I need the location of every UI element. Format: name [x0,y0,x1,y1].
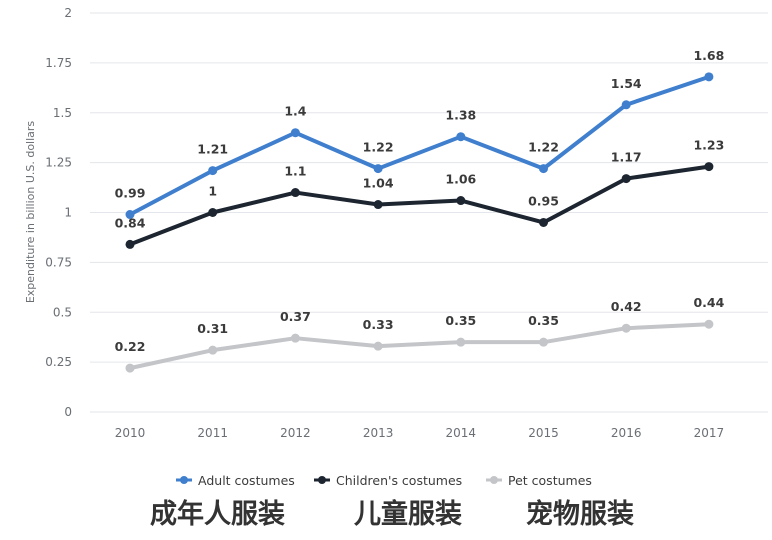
data-point-children-s-costumes [539,217,548,227]
data-point-pet-costumes [373,341,383,351]
y-axis-ticks: 0 0.25 0.5 0.75 1 1.25 1.5 1.75 2 [45,6,72,419]
data-labels: 0.99 1.21 1.4 1.22 1.38 1.22 1.54 1.68 0.84 1 1.1 1… [115,48,725,354]
data-point-children-s-costumes [621,174,631,184]
y-tick-label: 0.75 [45,255,72,269]
data-point-adult-costumes [539,164,548,174]
data-label-children-s-costumes: 1 [208,184,217,199]
data-label-adult-costumes: 1.22 [363,140,394,155]
data-label-children-s-costumes: 0.95 [528,193,559,208]
x-tick-label: 2010 [115,426,146,440]
data-point-children-s-costumes [125,239,135,249]
series [125,72,714,373]
legend-marker-pet-costumes [490,476,498,484]
y-axis-title: Expenditure in billion U.S. dollars [24,121,37,304]
y-tick-label: 1.25 [45,156,72,170]
data-label-pet-costumes: 0.44 [693,295,724,310]
y-tick-label: 1 [64,206,72,220]
caption-adult: 成年人服装 [150,499,285,530]
y-tick-label: 0.5 [53,305,72,319]
data-point-pet-costumes [621,323,631,333]
data-point-pet-costumes [539,337,548,347]
data-point-pet-costumes [704,319,714,329]
data-label-children-s-costumes: 1.23 [693,138,724,153]
data-label-adult-costumes: 1.4 [284,104,306,119]
x-tick-label: 2011 [197,426,228,440]
data-point-adult-costumes [456,132,466,142]
data-point-children-s-costumes [373,200,383,210]
data-point-pet-costumes [290,333,300,343]
data-label-pet-costumes: 0.35 [528,313,559,328]
data-point-adult-costumes [704,72,714,82]
data-label-adult-costumes: 1.68 [693,48,724,63]
y-tick-label: 0 [64,405,72,419]
data-label-adult-costumes: 1.22 [528,140,559,155]
data-label-children-s-costumes: 1.04 [363,176,394,191]
data-point-pet-costumes [208,345,218,355]
x-tick-label: 2012 [280,426,311,440]
data-point-adult-costumes [621,100,631,110]
data-point-children-s-costumes [456,196,466,206]
data-point-adult-costumes [373,164,383,174]
x-tick-label: 2013 [363,426,394,440]
legend-label-pet-costumes: Pet costumes [508,473,592,488]
series-line-adult-costumes [128,74,711,217]
x-axis-ticks: 2010 2011 2012 2013 2014 2015 2016 2017 [115,426,724,440]
data-point-adult-costumes [290,128,300,138]
caption-pet: 宠物服装 [526,499,634,530]
data-label-pet-costumes: 0.22 [115,339,146,354]
grid [90,12,768,413]
data-label-adult-costumes: 1.54 [611,76,642,91]
data-point-children-s-costumes [208,208,218,217]
data-label-adult-costumes: 1.21 [197,142,228,157]
y-tick-label: 0.25 [45,355,72,369]
data-point-children-s-costumes [704,162,714,172]
caption-children: 儿童服装 [354,499,462,530]
legend: Adult costumes Children's costumes Pet cos… [176,473,592,488]
data-label-children-s-costumes: 0.84 [115,215,146,230]
x-tick-label: 2014 [446,426,477,440]
y-tick-label: 1.5 [53,106,72,120]
y-tick-label: 1.75 [45,56,72,70]
y-tick-label: 2 [64,6,72,20]
series-line-pet-costumes [128,322,711,371]
data-label-children-s-costumes: 1.17 [611,150,642,165]
data-label-pet-costumes: 0.35 [445,313,476,328]
data-point-pet-costumes [125,363,135,373]
legend-label-adult-costumes: Adult costumes [198,473,295,488]
data-label-pet-costumes: 0.37 [280,309,311,324]
series-line-children-s-costumes [128,164,711,247]
x-tick-label: 2015 [528,426,559,440]
data-point-children-s-costumes [290,188,300,198]
legend-marker-adult-costumes [180,476,188,484]
data-label-pet-costumes: 0.31 [197,321,228,336]
data-point-adult-costumes [125,209,135,219]
data-label-adult-costumes: 0.99 [115,185,146,200]
x-tick-label: 2017 [694,426,725,440]
data-label-pet-costumes: 0.42 [611,299,642,314]
data-point-adult-costumes [208,166,218,176]
data-label-adult-costumes: 1.38 [445,108,476,123]
legend-label-children-s-costumes: Children's costumes [336,473,462,488]
data-label-children-s-costumes: 1.06 [445,172,476,187]
legend-marker-children-s-costumes [318,476,326,484]
data-label-pet-costumes: 0.33 [363,317,394,332]
data-point-pet-costumes [456,337,466,347]
data-label-children-s-costumes: 1.1 [284,164,306,179]
x-tick-label: 2016 [611,426,642,440]
